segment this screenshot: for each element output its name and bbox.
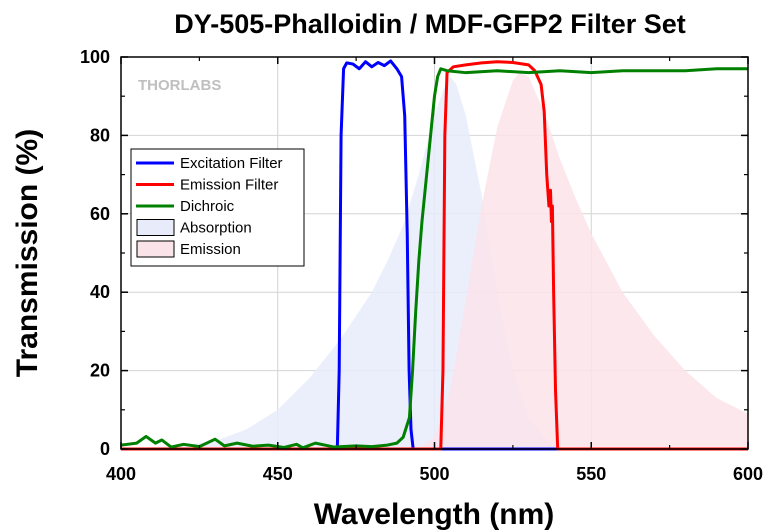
area-absorption bbox=[121, 76, 560, 449]
legend-label: Emission Filter bbox=[180, 177, 278, 194]
legend-swatch bbox=[136, 219, 175, 236]
x-tick-label: 600 bbox=[733, 464, 763, 484]
x-tick-label: 400 bbox=[106, 464, 136, 484]
legend: Excitation Filter Emission Filter Dichroic… bbox=[130, 148, 305, 267]
x-axis-label: Wavelength (nm) bbox=[314, 498, 555, 531]
legend-label: Emission bbox=[180, 241, 241, 258]
y-tick-label: 20 bbox=[90, 361, 110, 381]
y-tick-label: 40 bbox=[90, 282, 110, 302]
line-dichroic bbox=[120, 67, 748, 450]
y-axis-label: Transmission (%) bbox=[11, 129, 44, 377]
y-tick-label: 60 bbox=[90, 204, 110, 224]
legend-label: Excitation Filter bbox=[180, 155, 283, 172]
y-tick-label: 0 bbox=[100, 439, 110, 459]
area-emission bbox=[418, 72, 748, 450]
x-tick-label: 450 bbox=[263, 464, 293, 484]
x-tick-label: 500 bbox=[419, 464, 449, 484]
x-tick-label: 550 bbox=[576, 464, 606, 484]
y-tick-label: 80 bbox=[90, 125, 110, 145]
spectra-areas bbox=[121, 72, 748, 450]
legend-label: Dichroic bbox=[180, 198, 235, 215]
y-tick-label: 100 bbox=[80, 47, 110, 67]
chart-title: DY-505-Phalloidin / MDF-GFP2 Filter Set bbox=[174, 9, 686, 39]
axis-ticks: 400 450 500 550 600 0 20 40 60 80 100 bbox=[80, 47, 763, 484]
filter-lines bbox=[120, 59, 748, 451]
legend-label: Absorption bbox=[180, 220, 252, 237]
line-emission-filter bbox=[121, 60, 748, 451]
thorlabs-watermark: THORLABS bbox=[138, 77, 221, 94]
line-excitation-filter bbox=[121, 59, 748, 451]
legend-swatch bbox=[136, 240, 175, 258]
